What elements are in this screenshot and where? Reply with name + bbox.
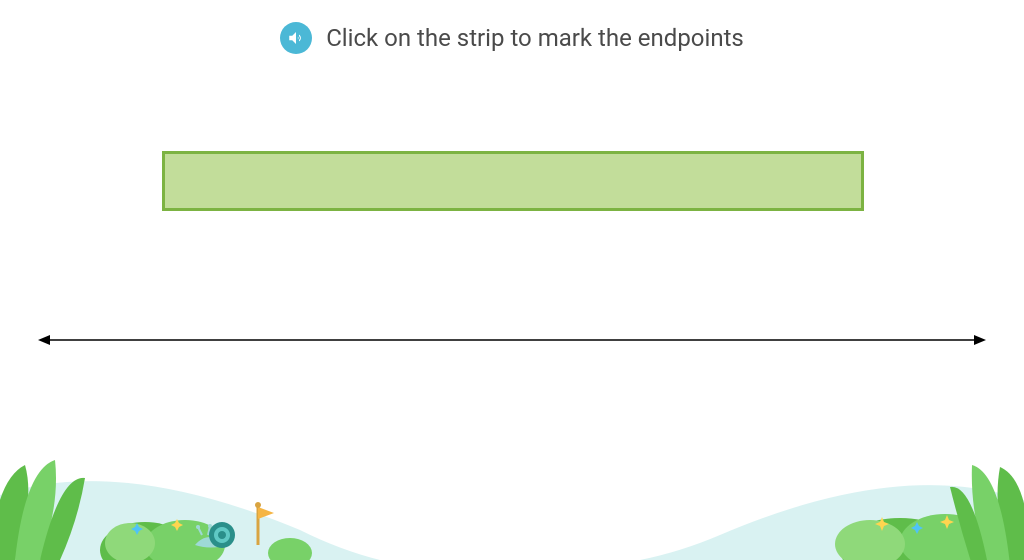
decorative-foliage xyxy=(0,420,1024,560)
audio-play-icon[interactable] xyxy=(280,22,312,54)
measurement-strip[interactable] xyxy=(162,151,864,211)
speaker-icon xyxy=(287,29,305,47)
instruction-row: Click on the strip to mark the endpoints xyxy=(0,0,1024,54)
instruction-text: Click on the strip to mark the endpoints xyxy=(326,24,744,52)
number-line[interactable] xyxy=(38,330,986,354)
